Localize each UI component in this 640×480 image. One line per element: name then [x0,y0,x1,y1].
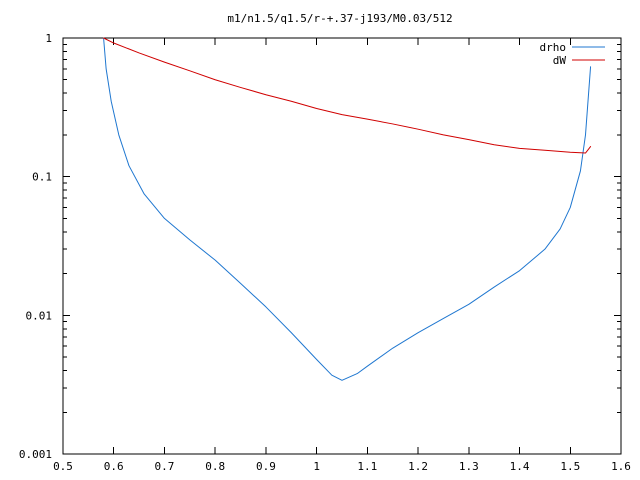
y-tick-label: 0.001 [19,448,52,461]
x-tick-label: 1 [313,460,320,473]
y-axis: 0.001 0.01 0.1 1 [19,32,621,461]
legend-label-dw: dW [553,54,567,67]
y-tick-label: 0.1 [32,171,52,184]
x-tick-label: 0.9 [256,460,276,473]
chart-title: m1/n1.5/q1.5/r-+.37-j193/M0.03/512 [227,12,452,25]
plot-frame [62,37,622,455]
x-tick-label: 0.7 [155,460,175,473]
x-tick-label: 0.6 [104,460,124,473]
x-tick-label: 1.4 [510,460,530,473]
x-tick-label: 0.8 [205,460,225,473]
y-tick-label: 0.01 [26,309,53,322]
x-tick-label: 1.3 [459,460,479,473]
legend: drho dW [540,41,605,67]
x-axis: 0.5 0.6 0.7 0.8 0.9 1 1.1 1.2 1.3 1.4 1.5 1.6 [53,38,631,473]
x-tick-label: 1.2 [408,460,428,473]
x-tick-label: 0.5 [53,460,73,473]
x-tick-label: 1.1 [357,460,377,473]
x-tick-label: 1.6 [611,460,631,473]
x-tick-label: 1.5 [560,460,580,473]
y-tick-label: 1 [45,32,52,45]
legend-label-drho: drho [540,41,567,54]
series-dw-line [103,37,592,154]
series-drho-line [103,37,592,381]
